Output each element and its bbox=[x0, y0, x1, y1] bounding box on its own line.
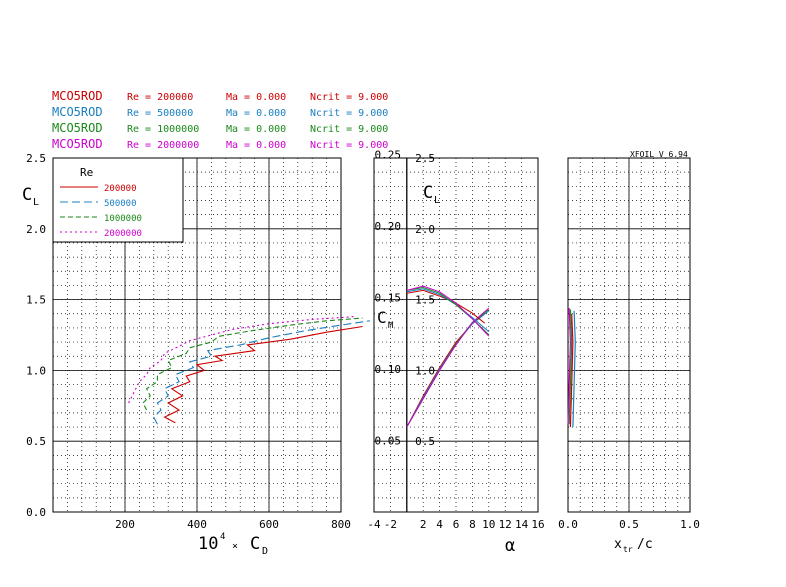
x-tick-label: 16 bbox=[531, 518, 544, 531]
x-tick-label: 200 bbox=[115, 518, 135, 531]
y-tick-label: 0.5 bbox=[26, 435, 46, 448]
cm-line-2000000 bbox=[406, 285, 490, 337]
y-tick-label: 1.5 bbox=[415, 294, 435, 307]
y-tick-label: 1.0 bbox=[415, 364, 435, 377]
x-tick-label: 1.0 bbox=[680, 518, 700, 531]
header-ncrit: Ncrit = 9.000 bbox=[310, 140, 388, 151]
header-airfoil: MCO5ROD bbox=[52, 121, 103, 135]
x-tick-label: -4 bbox=[367, 518, 381, 531]
cm-tick-label: 0.15 bbox=[375, 292, 402, 305]
x-axis-label-sub: D bbox=[262, 546, 268, 557]
x-axis-label-sub: tr bbox=[623, 545, 633, 554]
header-airfoil: MCO5ROD bbox=[52, 105, 103, 119]
transition-panel: 0.0 0.5 1.0 x tr/c bbox=[558, 157, 700, 554]
xtr-line-500000 bbox=[572, 310, 576, 428]
cm-tick-label: 0.20 bbox=[375, 220, 402, 233]
cm-tick-label: 0.10 bbox=[375, 363, 402, 376]
legend-box bbox=[52, 157, 184, 243]
header-reynolds: Re = 500000 bbox=[127, 108, 193, 119]
x-tick-label: 0.5 bbox=[619, 518, 639, 531]
header-reynolds: Re = 200000 bbox=[127, 92, 193, 103]
xtr-line-2000000 bbox=[567, 308, 572, 425]
legend-title: Re bbox=[80, 166, 93, 179]
x-axis-label-var: C bbox=[250, 534, 260, 554]
x-tick-label: 2 bbox=[420, 518, 427, 531]
y-tick-label: 2.0 bbox=[415, 223, 435, 236]
y-tick-label: 2.5 bbox=[26, 152, 46, 165]
legend-label: 200000 bbox=[104, 184, 137, 194]
header-ncrit: Ncrit = 9.000 bbox=[310, 124, 388, 135]
cm-axis-label-sub: M bbox=[388, 321, 394, 331]
y-tick-label: 0.0 bbox=[26, 506, 46, 519]
y-tick-label: 0.5 bbox=[415, 435, 435, 448]
legend-label: 2000000 bbox=[104, 229, 142, 239]
x-axis-label-times: × bbox=[232, 541, 238, 552]
header-airfoil: MCO5ROD bbox=[52, 137, 103, 151]
cm-axis-label: C bbox=[377, 308, 387, 327]
plot-frame bbox=[373, 157, 539, 513]
legend-label: 500000 bbox=[104, 199, 137, 209]
y-tick-label: 1.0 bbox=[26, 364, 46, 377]
alpha-panel: -4 -2 2 4 6 8 10 12 14 160.51.01.52.02.5C L0.050.1… bbox=[367, 149, 544, 557]
header-mach: Ma = 0.000 bbox=[226, 140, 286, 151]
y-axis-label-sub: L bbox=[33, 197, 39, 208]
x-tick-label: 600 bbox=[259, 518, 279, 531]
x-tick-label: 4 bbox=[436, 518, 443, 531]
cm-tick-label: 0.25 bbox=[375, 149, 402, 162]
cm-line-500000 bbox=[406, 288, 490, 333]
x-tick-label: 6 bbox=[453, 518, 460, 531]
xtr-line-200000 bbox=[569, 313, 574, 428]
y-tick-label: 2.0 bbox=[26, 223, 46, 236]
header-airfoil: MCO5ROD bbox=[52, 89, 103, 103]
series-line-1000000 bbox=[142, 317, 363, 411]
x-axis-label: x bbox=[614, 537, 622, 552]
x-tick-label: 0.0 bbox=[558, 518, 578, 531]
x-tick-label: 800 bbox=[331, 518, 351, 531]
y-axis-label-sub: L bbox=[434, 195, 440, 206]
series-line-200000 bbox=[163, 325, 363, 424]
x-tick-label: -2 bbox=[384, 518, 397, 531]
x-axis-label-exp: 4 bbox=[220, 532, 225, 542]
legend: Re 200000 500000 1000000 2000000 bbox=[52, 157, 184, 243]
header-reynolds: Re = 2000000 bbox=[127, 140, 199, 151]
y-axis-label: C bbox=[22, 185, 32, 205]
x-tick-label: 12 bbox=[499, 518, 512, 531]
y-tick-label: 1.5 bbox=[26, 294, 46, 307]
x-tick-label: 10 bbox=[482, 518, 495, 531]
header-mach: Ma = 0.000 bbox=[226, 108, 286, 119]
y-tick-label: 2.5 bbox=[415, 152, 435, 165]
header-ncrit: Ncrit = 9.000 bbox=[310, 92, 388, 103]
x-tick-label: 14 bbox=[515, 518, 529, 531]
header-ncrit: Ncrit = 9.000 bbox=[310, 108, 388, 119]
y-axis-label: C bbox=[423, 183, 433, 203]
plot-frame bbox=[52, 157, 342, 513]
x-tick-label: 400 bbox=[187, 518, 207, 531]
legend-label: 1000000 bbox=[104, 214, 142, 224]
header-mach: Ma = 0.000 bbox=[226, 92, 286, 103]
header-mach: Ma = 0.000 bbox=[226, 124, 286, 135]
header-reynolds: Re = 1000000 bbox=[127, 124, 199, 135]
x-axis-label: α bbox=[505, 536, 515, 556]
plot-frame bbox=[567, 157, 691, 513]
version-label: XFOIL V 6.94 bbox=[630, 150, 688, 159]
x-axis-label-tail: /c bbox=[637, 537, 653, 552]
series-line-500000 bbox=[153, 320, 370, 425]
x-tick-label: 8 bbox=[469, 518, 476, 531]
cm-tick-label: 0.05 bbox=[375, 435, 402, 448]
x-axis-label: 10 bbox=[198, 534, 218, 554]
header-block: MCO5ROD Re = 200000 Ma = 0.000 Ncrit = 9.00… bbox=[52, 89, 688, 159]
series-line-2000000 bbox=[128, 316, 356, 404]
xtr-line-1000000 bbox=[568, 309, 573, 425]
